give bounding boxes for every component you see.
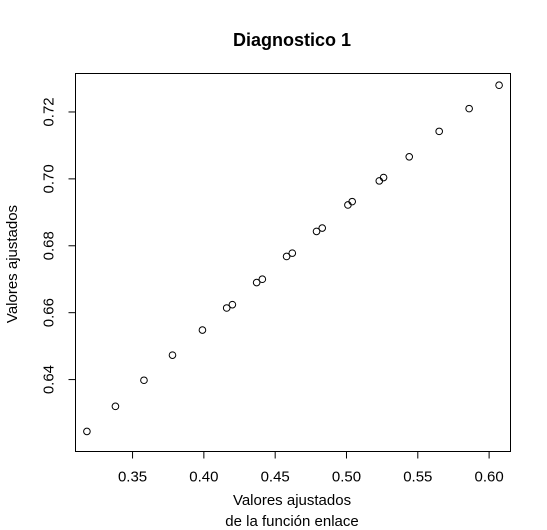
- data-point: [282, 252, 291, 261]
- y-tick-label: 0.68: [41, 231, 58, 260]
- x-axis-label-line1: Valores ajustados: [233, 492, 351, 509]
- data-point: [344, 201, 352, 209]
- x-axis-label-line2: de la función enlace: [225, 513, 358, 530]
- data-point: [168, 351, 177, 359]
- data-point: [140, 376, 148, 385]
- data-point: [348, 197, 356, 206]
- x-axis: 0.35 0.40 0.45 0.50 0.55 0.60: [118, 451, 504, 486]
- data-point: [495, 81, 503, 90]
- data-point: [435, 127, 443, 136]
- y-tick-label: 0.72: [41, 97, 58, 126]
- data-point: [228, 300, 237, 309]
- data-point: [312, 227, 321, 236]
- x-tick-label: 0.60: [475, 469, 504, 486]
- y-tick-label: 0.70: [41, 164, 58, 193]
- data-points: [83, 81, 503, 436]
- data-point: [83, 427, 91, 436]
- data-point: [258, 275, 267, 284]
- chart-title: Diagnostico 1: [233, 30, 351, 50]
- data-point: [111, 402, 120, 411]
- x-tick-label: 0.40: [189, 469, 218, 486]
- data-point: [288, 249, 297, 257]
- data-point: [379, 173, 388, 182]
- data-point: [222, 304, 231, 312]
- data-point: [375, 177, 384, 185]
- y-tick-label: 0.66: [41, 298, 58, 327]
- x-tick-label: 0.35: [118, 469, 147, 486]
- y-axis-label: Valores ajustados: [4, 205, 21, 323]
- x-tick-label: 0.50: [332, 469, 361, 486]
- data-point: [252, 278, 261, 287]
- data-point: [318, 224, 327, 232]
- data-point: [198, 326, 207, 334]
- x-tick-label: 0.55: [403, 469, 432, 486]
- y-axis: 0.64 0.66 0.68 0.70 0.72: [41, 97, 76, 394]
- x-tick-label: 0.45: [261, 469, 290, 486]
- plot-frame: [75, 73, 511, 452]
- data-point: [405, 152, 414, 161]
- data-point: [465, 104, 473, 113]
- y-tick-label: 0.64: [41, 365, 58, 394]
